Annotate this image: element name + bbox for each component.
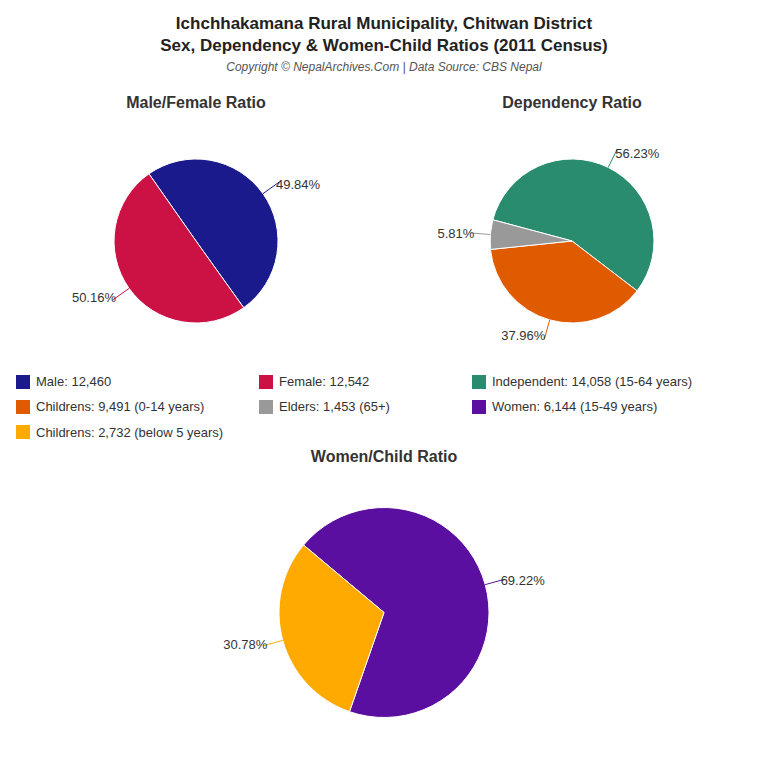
html-text:Male: 12,460: Male: 12,460	[36, 374, 112, 390]
svg-text:69.22%: 69.22%	[501, 573, 546, 588]
html-text:Childrens: 2,732 (below 5 year: Childrens: 2,732 (below 5 years)	[36, 424, 224, 440]
html-text:Women/Child Ratio: Women/Child Ratio	[310, 448, 458, 465]
svg-text:37.96%: 37.96%	[501, 328, 546, 343]
html-text:Independent: 14,058 (15-64 yea: Independent: 14,058 (15-64 years)	[492, 374, 693, 390]
svg-text:50.16%: 50.16%	[72, 290, 117, 305]
html-text:Elders: 1,453 (65+): Elders: 1,453 (65+)	[279, 399, 390, 415]
html-text:Male/Female Ratio: Male/Female Ratio	[126, 94, 266, 111]
html-text:Sex, Dependency & Women-Child: Sex, Dependency & Women-Child Ratios (20…	[160, 36, 608, 55]
html-text:Childrens: 9,491 (0-14 years): Childrens: 9,491 (0-14 years)	[36, 399, 205, 415]
svg-text:5.81%: 5.81%	[437, 226, 474, 241]
html-text:Dependency Ratio: Dependency Ratio	[502, 94, 642, 111]
html-text:Female: 12,542: Female: 12,542	[279, 374, 370, 390]
html-text:Copyright © NepalArchives.Com: Copyright © NepalArchives.Com | Data Sou…	[226, 60, 542, 74]
html-text:Women: 6,144 (15-49 years): Women: 6,144 (15-49 years)	[492, 399, 658, 415]
svg-text:49.84%: 49.84%	[276, 177, 321, 192]
svg-text:30.78%: 30.78%	[223, 637, 268, 652]
html-text:Ichchhakamana Rural Municipali: Ichchhakamana Rural Municipality, Chitwa…	[175, 14, 593, 33]
svg-text:56.23%: 56.23%	[615, 146, 660, 161]
